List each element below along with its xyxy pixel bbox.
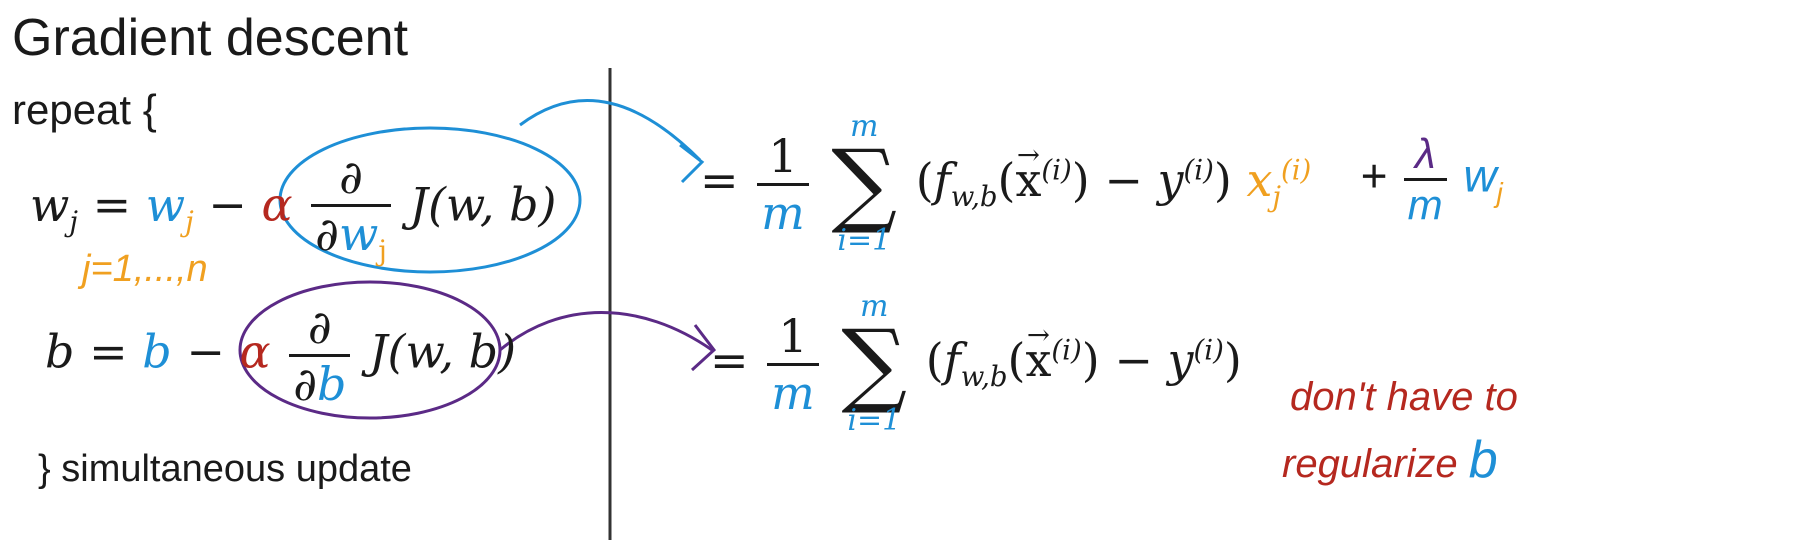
b-update-equation: b = b − α ∂ ∂b J(w, b) [45,300,516,411]
w-derivative-expansion: = 1 m m ∑ i=1 (fw,b(x(i)) − y(i)) xj(i) [700,110,1311,258]
repeat-label: repeat { [12,86,157,133]
minus-sign: − [208,177,247,232]
b-derivative-expansion: = 1 m m ∑ i=1 (fw,b(x(i)) − y(i)) [710,290,1242,438]
summation: m ∑ i=1 [831,109,898,258]
b-arrow-head [690,324,717,372]
cost-function: J(w, b) [409,177,557,232]
partial-derivative-b: ∂ ∂b [289,300,351,411]
b-term: b [142,324,172,379]
alpha-symbol: α [239,324,271,379]
model-f: f [933,153,951,207]
w-lhs: wj [30,177,78,238]
w-update-equation: wj = wj − α ∂ ∂wj J(w, b) [30,150,556,267]
index-range-note: j=1,...,n [82,248,208,290]
regularization-term: + λ m wj [1360,130,1503,228]
summation: m ∑ i=1 [841,289,908,438]
alpha-symbol: α [261,177,293,232]
b-lhs: b [45,324,75,379]
x-j-term: xj(i) [1246,153,1312,214]
one-over-m: 1 m [757,129,809,240]
w-term: wj [145,177,194,238]
equals-sign: = [92,177,132,232]
simultaneous-update-label: } simultaneous update [38,448,412,490]
partial-derivative-w: ∂ ∂wj [311,150,391,267]
w-arrow-head [679,143,705,184]
one-over-m: 1 m [767,309,819,420]
equals-sign: = [89,324,128,379]
w-derivative-circle [278,126,582,274]
equals-sign: = [700,153,739,207]
b-arrow-curve [499,311,713,352]
page-title: Gradient descent [12,9,409,67]
minus-sign: − [186,324,225,379]
note-line-1: don't have to [1290,375,1518,419]
cost-function: J(w, b) [369,324,517,379]
equals-sign: = [710,333,749,387]
model-f: f [943,333,961,387]
note-line-2: regularize b [1282,431,1498,489]
w-arrow-curve [519,99,702,162]
